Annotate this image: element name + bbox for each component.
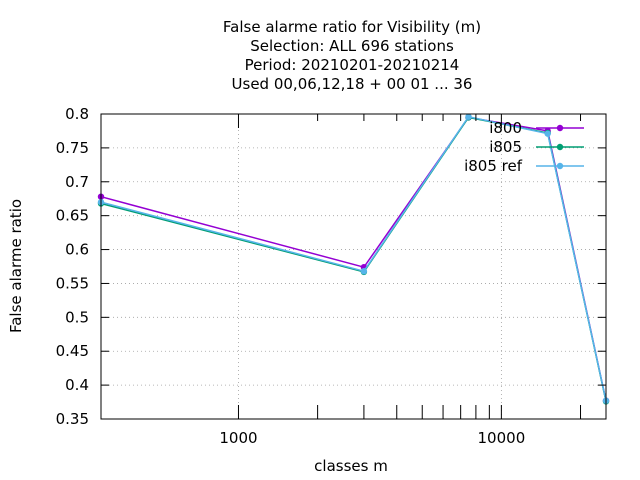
y-tick-label: 0.8 — [65, 105, 89, 123]
y-tick-label: 0.65 — [56, 207, 89, 225]
legend-marker — [556, 162, 564, 170]
y-tick-label: 0.75 — [56, 139, 89, 157]
legend-label: i805 ref — [464, 157, 523, 175]
plot-frame — [100, 113, 607, 420]
series-line-i805_ref — [100, 115, 607, 401]
series-lines — [97, 113, 610, 405]
x-tick-label: 10000 — [478, 429, 526, 447]
legend-label: i805 — [489, 138, 522, 156]
y-tick-label: 0.6 — [65, 241, 89, 259]
series-line-i800 — [100, 116, 607, 401]
title-line: Used 00,06,12,18 + 00 01 ... 36 — [232, 75, 473, 93]
chart-title: False alarme ratio for Visibility (m)Sel… — [223, 18, 481, 93]
data-point-i805_ref — [360, 268, 368, 275]
title-line: Period: 20210201-20210214 — [245, 56, 460, 74]
y-tick-label: 0.55 — [56, 274, 89, 292]
y-tick-label: 0.4 — [65, 376, 89, 394]
x-tick-label: 1000 — [219, 429, 257, 447]
data-point-i805_ref — [465, 113, 472, 120]
y-tick-label: 0.5 — [65, 308, 89, 326]
legend-marker — [556, 124, 564, 132]
x-axis-label: classes m — [314, 457, 388, 475]
legend-label: i800 — [489, 119, 522, 137]
y-tick-label: 0.45 — [56, 342, 89, 360]
y-axis-label: False alarme ratio — [7, 199, 25, 333]
legend-marker — [556, 143, 564, 151]
axis-ticks: 0.35 0.4 0.45 0.5 0.55 0.6 0.65 0.7 0.75 0.8 1000 1… — [56, 105, 606, 447]
y-tick-label: 0.7 — [65, 173, 89, 191]
data-point-i805_ref — [544, 130, 551, 137]
y-tick-label: 0.35 — [56, 410, 89, 428]
grid — [101, 114, 606, 419]
title-line: False alarme ratio for Visibility (m) — [223, 18, 481, 36]
title-line: Selection: ALL 696 stations — [250, 37, 454, 55]
series-line-i805 — [100, 116, 607, 402]
